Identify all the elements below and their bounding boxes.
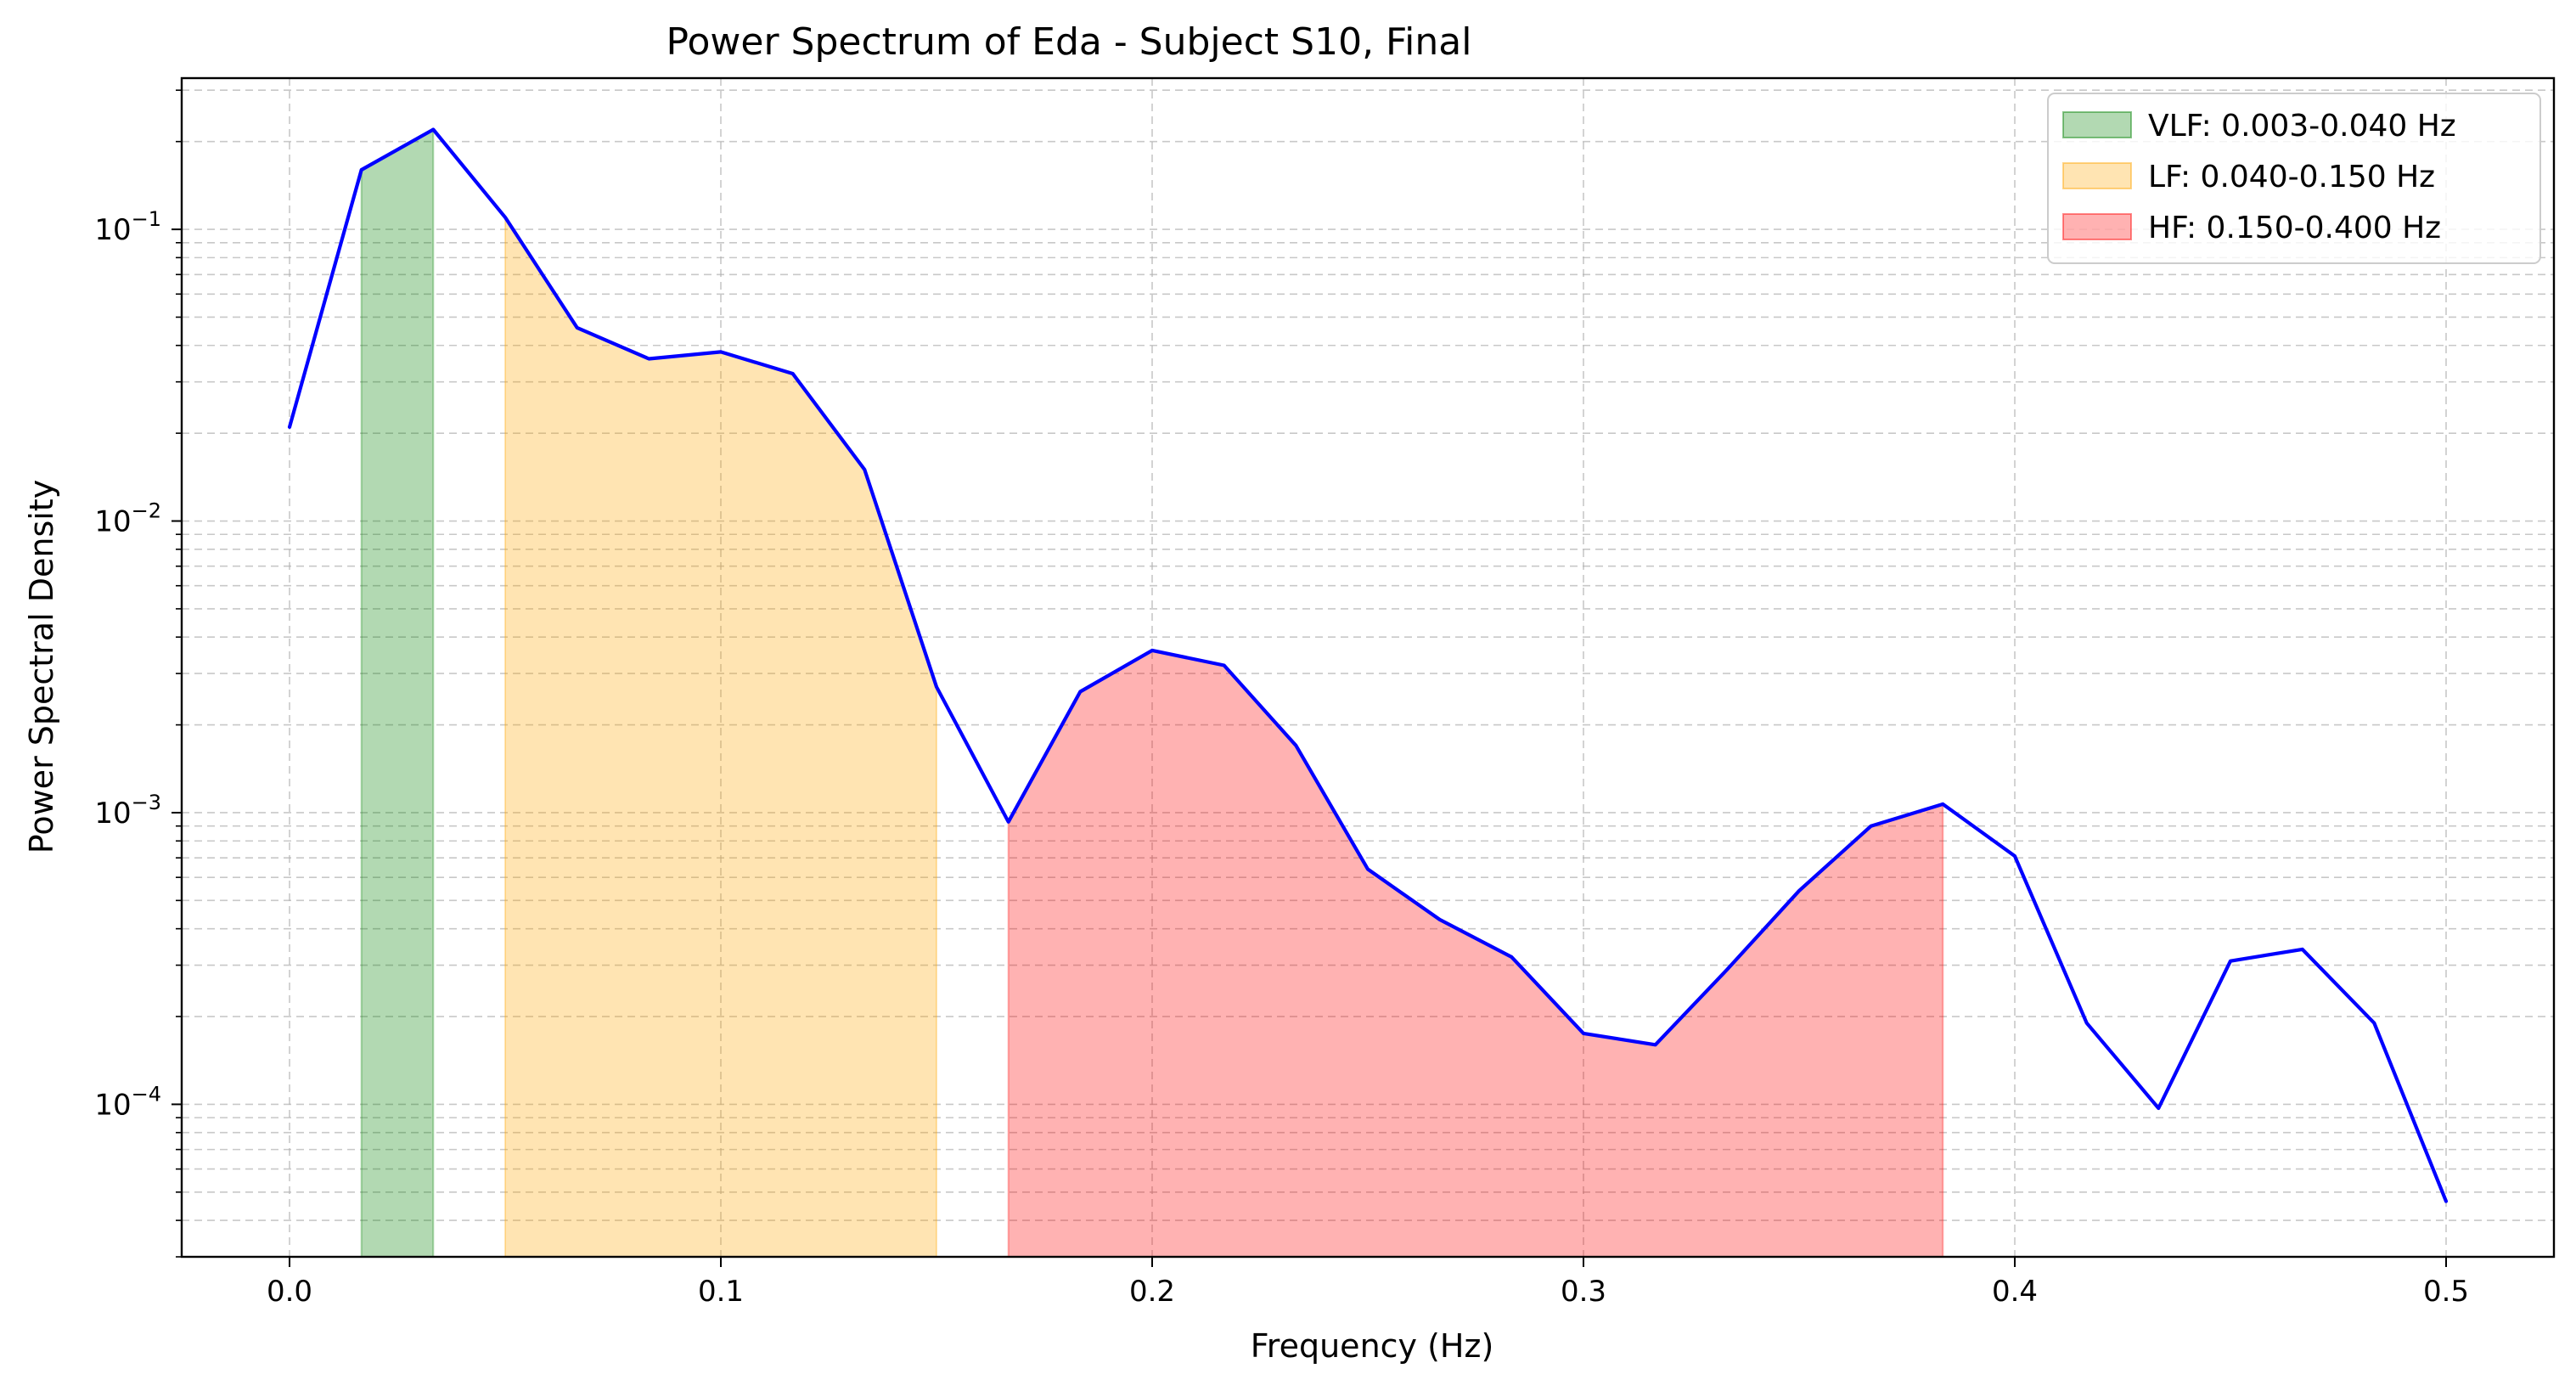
- legend-swatch: [2062, 111, 2132, 138]
- x-tick-label: 0.0: [267, 1275, 312, 1309]
- y-tick-base: 10: [94, 213, 131, 247]
- x-tick-label: 0.2: [1129, 1275, 1175, 1309]
- plot-frame: [180, 76, 2556, 1259]
- bands-layer: [360, 127, 1944, 1258]
- x-tick-label: 0.4: [1992, 1275, 2038, 1309]
- y-tick-exponent: −3: [132, 791, 161, 814]
- y-tick-exponent: −4: [132, 1082, 161, 1106]
- y-tick-exponent: −2: [132, 499, 161, 523]
- y-axis-label: Power Spectral Density: [23, 480, 60, 853]
- grid-layer: [182, 78, 2554, 1258]
- legend-swatch: [2062, 213, 2132, 240]
- legend-box: [2047, 93, 2541, 264]
- psd-series-line: [287, 127, 2449, 1203]
- y-tick-base: 10: [94, 797, 131, 831]
- legend: VLF: 0.003-0.040 Hz LF: 0.040-0.150 Hz HF:…: [2047, 93, 2541, 264]
- band-area-0: [360, 127, 435, 1258]
- legend-swatch: [2062, 162, 2132, 189]
- legend-label: HF: 0.150-0.400 Hz: [2148, 211, 2441, 245]
- y-tick-label: 10−4: [94, 1082, 161, 1122]
- x-tick-label: 0.3: [1561, 1275, 1606, 1309]
- y-tick-base: 10: [94, 1088, 131, 1122]
- x-tick-label: 0.1: [698, 1275, 744, 1309]
- y-axis: 10−110−210−310−4: [94, 89, 182, 1258]
- y-tick-label: 10−1: [94, 207, 161, 247]
- y-tick-label: 10−2: [94, 499, 161, 539]
- x-axis: 0.0 0.1 0.2 0.3 0.4 0.5: [267, 1257, 2469, 1309]
- x-tick-label: 0.5: [2423, 1275, 2469, 1309]
- chart-title: Power Spectrum of Eda - Subject S10, Fin…: [666, 20, 1472, 64]
- legend-label: VLF: 0.003-0.040 Hz: [2148, 109, 2456, 144]
- series-layer: [287, 127, 2449, 1203]
- y-tick-exponent: −1: [132, 207, 161, 231]
- y-tick-label: 10−3: [94, 791, 161, 831]
- legend-label: LF: 0.040-0.150 Hz: [2148, 160, 2435, 194]
- x-axis-label: Frequency (Hz): [1251, 1327, 1494, 1365]
- y-tick-base: 10: [94, 505, 131, 539]
